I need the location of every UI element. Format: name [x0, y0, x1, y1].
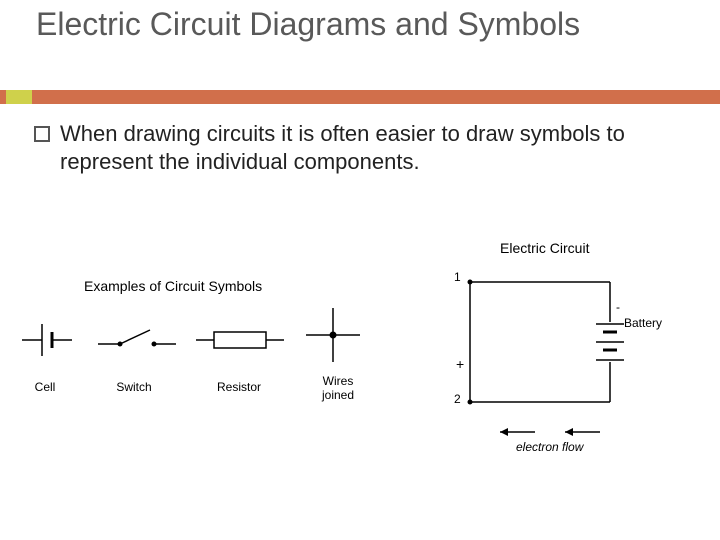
junction-symbol [298, 300, 368, 370]
cell-label: Cell [20, 380, 70, 394]
page-title: Electric Circuit Diagrams and Symbols [36, 6, 676, 43]
battery-label: Battery [624, 316, 662, 330]
circuit-heading: Electric Circuit [500, 240, 589, 256]
slide: Electric Circuit Diagrams and Symbols Wh… [0, 0, 720, 540]
switch-label: Switch [104, 380, 164, 394]
symbols-panel: Examples of Circuit Symbols Cell Switch … [14, 250, 374, 470]
plus-label: + [456, 356, 464, 372]
bullet-icon [34, 126, 50, 142]
cell-symbol [14, 310, 84, 370]
resistor-symbol [190, 310, 290, 370]
neg-label: - [616, 300, 620, 314]
circuit-panel: Electric Circuit 1 2 Battery [420, 240, 680, 470]
symbols-heading: Examples of Circuit Symbols [84, 278, 262, 294]
circuit-diagram [440, 262, 660, 462]
junction-label: Wires joined [308, 374, 368, 402]
resistor-label: Resistor [204, 380, 274, 394]
title-accent [6, 90, 32, 104]
node1-label: 1 [454, 270, 461, 284]
node2-label: 2 [454, 392, 461, 406]
switch-symbol [92, 310, 182, 370]
flow-label: electron flow [516, 440, 583, 454]
title-underline [0, 90, 720, 104]
body-paragraph: When drawing circuits it is often easier… [60, 120, 670, 175]
